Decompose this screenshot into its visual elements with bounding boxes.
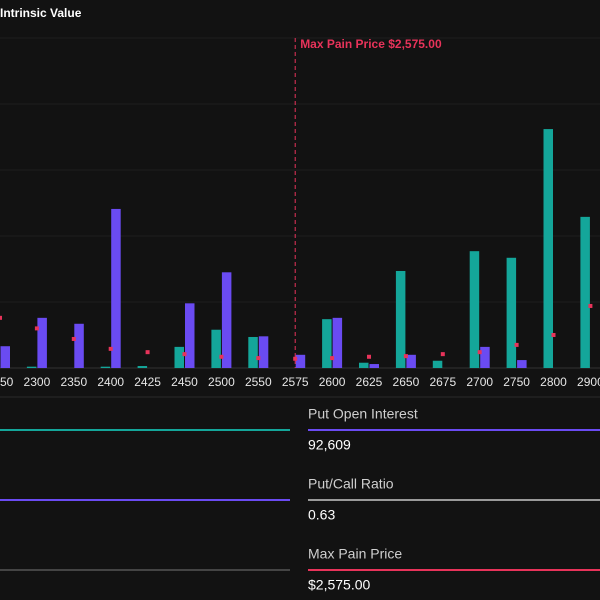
x-tick-label: 2450 — [171, 375, 198, 389]
bar — [100, 366, 111, 368]
stat-label: Put/Call Ratio — [308, 476, 394, 492]
legend-title: Intrinsic Value — [0, 6, 82, 20]
x-tick-label: 2800 — [540, 375, 567, 389]
x-tick-label: 2600 — [319, 375, 346, 389]
x-tick-label: 2900 — [577, 375, 600, 389]
stat-label: Max Pain Price — [308, 546, 402, 562]
bar — [322, 319, 332, 368]
stat-value: $2,575.00 — [308, 577, 370, 593]
intrinsic-marker — [145, 350, 150, 355]
bar — [37, 317, 47, 368]
bar — [580, 216, 590, 368]
intrinsic-marker — [551, 333, 556, 337]
x-tick-label: 2400 — [97, 375, 124, 389]
bar — [543, 129, 553, 368]
intrinsic-marker — [108, 346, 113, 351]
x-tick-label: 2300 — [24, 375, 51, 389]
bar — [295, 354, 306, 368]
x-tick-label: 2675 — [429, 375, 456, 389]
bar — [74, 323, 84, 368]
stat-value: 92,609 — [308, 437, 351, 453]
x-tick-label: 2250 — [0, 375, 14, 389]
bar — [248, 336, 258, 368]
x-tick-label: 2350 — [60, 375, 87, 389]
bar — [221, 272, 232, 368]
bar — [211, 329, 221, 368]
intrinsic-marker — [182, 352, 187, 357]
bar — [506, 257, 517, 368]
x-tick-label: 2650 — [393, 375, 420, 389]
bar — [395, 270, 406, 368]
bar — [174, 346, 184, 368]
intrinsic-marker — [514, 342, 519, 347]
x-tick-label: 2700 — [466, 375, 493, 389]
bar — [406, 354, 416, 368]
intrinsic-marker — [588, 303, 593, 308]
intrinsic-marker — [477, 350, 482, 355]
intrinsic-marker — [293, 356, 298, 361]
bar — [369, 364, 379, 368]
bar — [111, 208, 121, 368]
max-pain-label: Max Pain Price $2,575.00 — [300, 37, 442, 51]
intrinsic-marker — [440, 352, 445, 357]
x-tick-label: 2500 — [208, 375, 235, 389]
x-tick-label: 2425 — [134, 375, 161, 389]
intrinsic-marker — [330, 356, 335, 361]
x-tick-label: 2575 — [282, 375, 309, 389]
bar — [469, 251, 480, 368]
stat-label: Put Open Interest — [308, 406, 418, 422]
x-tick-label: 2750 — [503, 375, 530, 389]
bar — [517, 360, 527, 368]
bar — [26, 366, 37, 368]
intrinsic-marker — [71, 336, 76, 341]
intrinsic-marker — [256, 356, 261, 361]
stat-value: 0.63 — [308, 507, 335, 523]
bar — [137, 366, 148, 368]
bar — [359, 362, 369, 368]
bar — [480, 346, 490, 368]
intrinsic-marker — [367, 354, 371, 359]
intrinsic-marker — [0, 315, 2, 320]
intrinsic-marker — [219, 354, 224, 359]
bar — [0, 346, 10, 368]
x-tick-label: 2625 — [356, 375, 383, 389]
bar — [185, 303, 195, 368]
intrinsic-marker — [403, 354, 408, 359]
x-tick-label: 2550 — [245, 375, 272, 389]
bar — [332, 317, 343, 368]
intrinsic-marker — [34, 326, 39, 331]
bar — [258, 336, 269, 368]
bar — [432, 360, 443, 368]
